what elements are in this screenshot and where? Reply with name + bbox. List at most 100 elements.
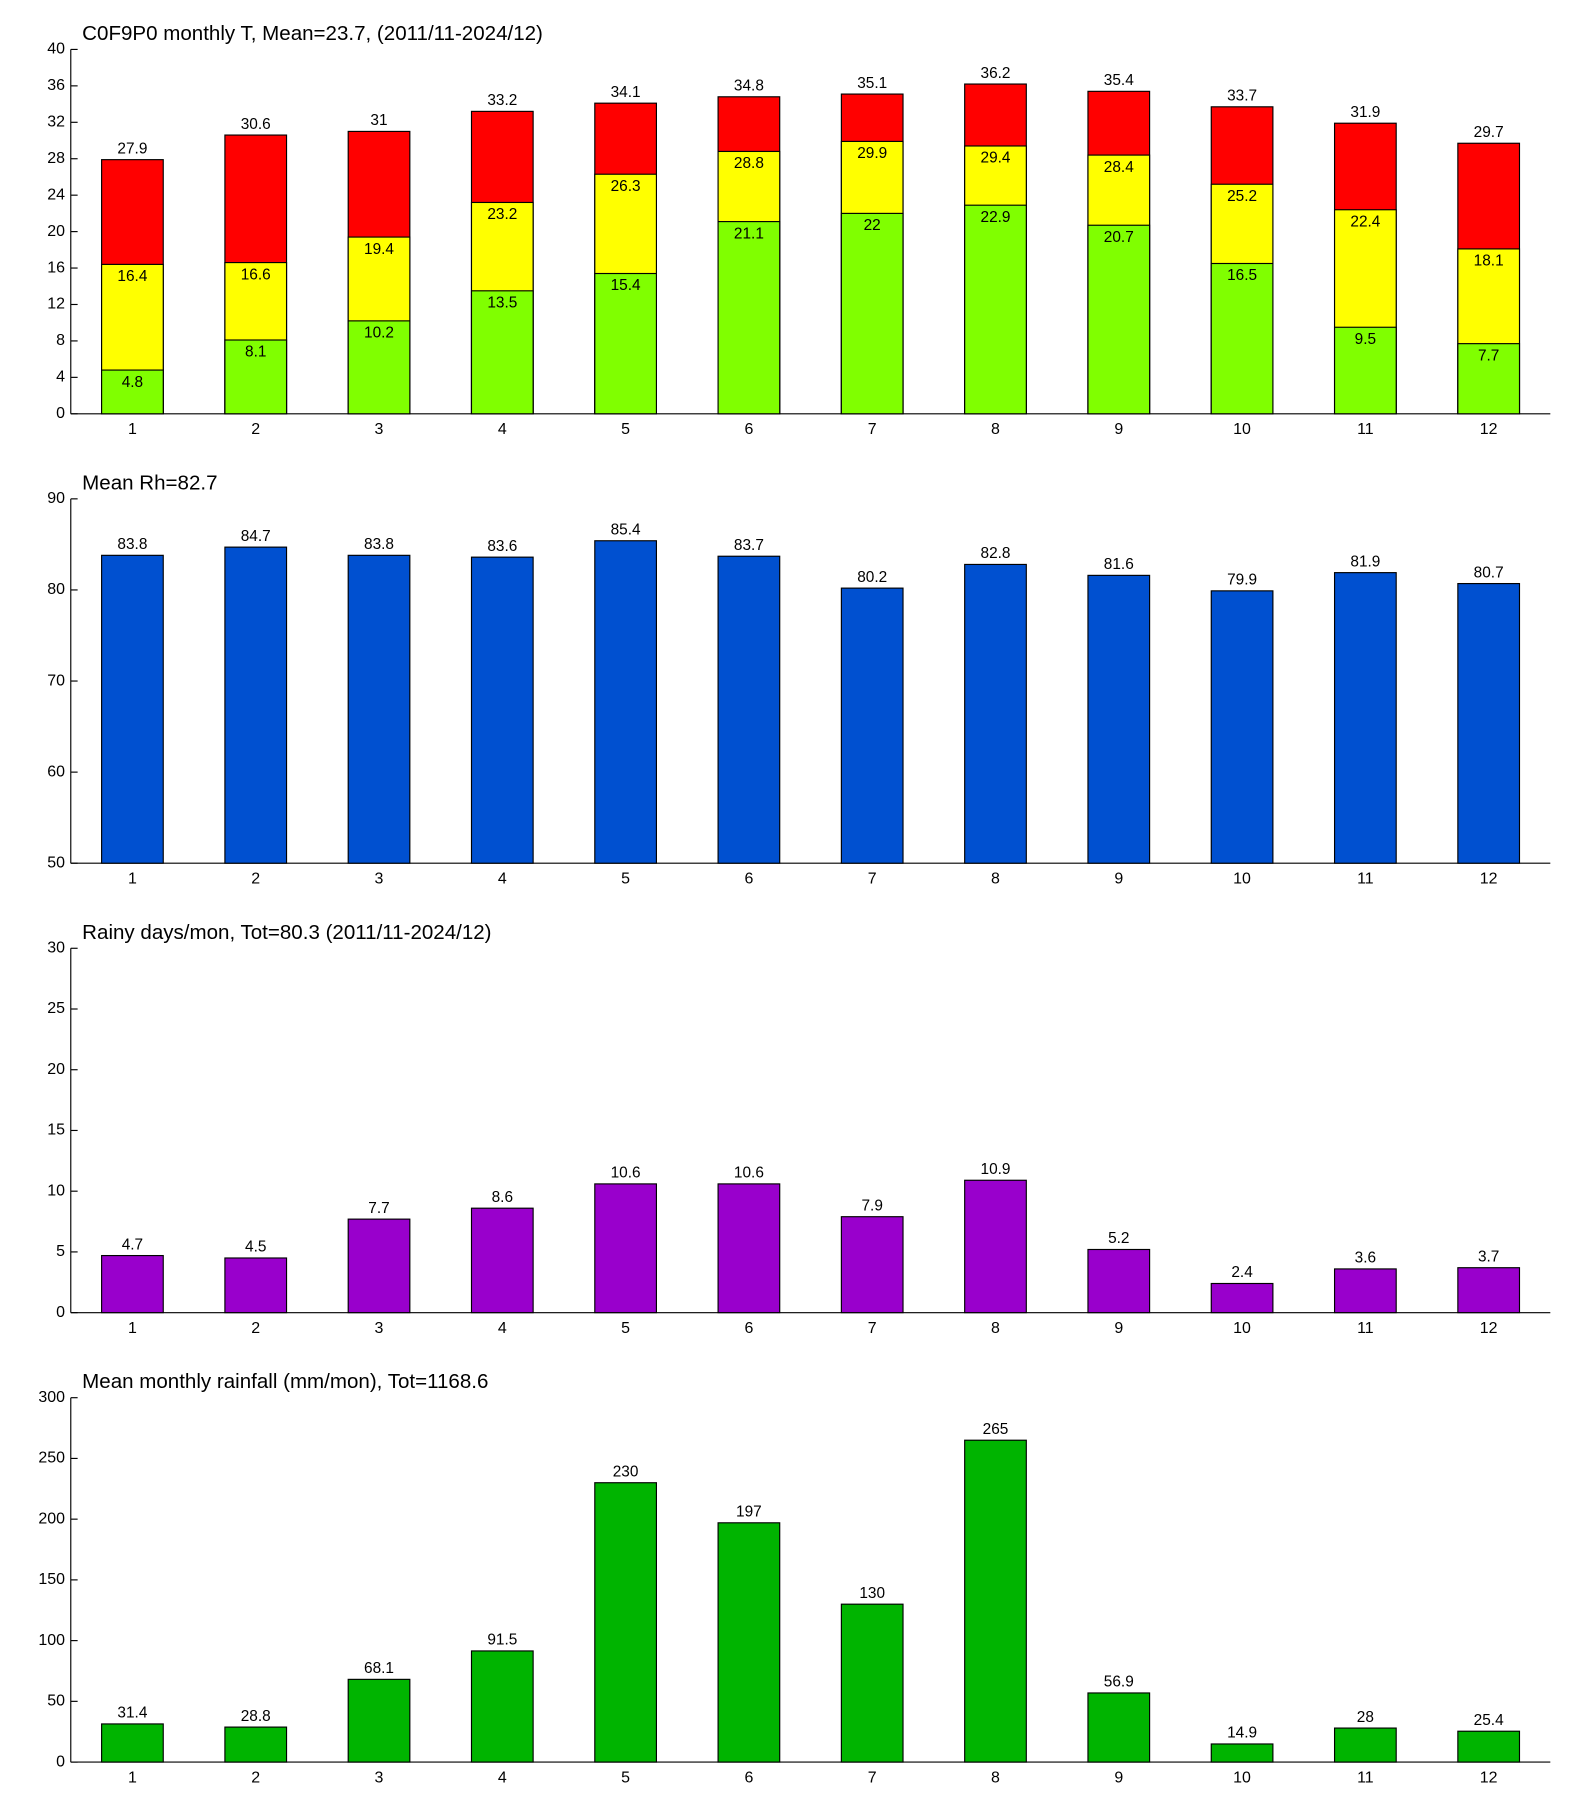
y-tick-label: 60 bbox=[47, 762, 65, 780]
x-tick-label: 5 bbox=[621, 1768, 630, 1786]
bar bbox=[1087, 1692, 1151, 1763]
value-label: 36.2 bbox=[981, 65, 1011, 82]
value-label: 31.4 bbox=[117, 1705, 147, 1722]
x-tick-label: 6 bbox=[744, 420, 753, 438]
y-tick-label: 300 bbox=[38, 1388, 65, 1406]
value-label: 16.4 bbox=[117, 268, 147, 285]
y-tick-label: 0 bbox=[56, 1303, 65, 1321]
bar bbox=[101, 369, 164, 415]
value-label: 68.1 bbox=[364, 1660, 394, 1677]
value-label: 34.1 bbox=[611, 84, 641, 101]
value-label: 33.2 bbox=[487, 92, 517, 109]
bar bbox=[101, 1254, 164, 1314]
value-label: 80.7 bbox=[1474, 564, 1504, 581]
bar bbox=[1333, 572, 1397, 864]
x-tick-label: 1 bbox=[128, 1319, 137, 1337]
value-label: 7.7 bbox=[368, 1200, 389, 1217]
bar bbox=[1457, 1267, 1521, 1314]
bar bbox=[1210, 590, 1274, 864]
y-tick-label: 15 bbox=[47, 1121, 65, 1139]
x-tick-label: 1 bbox=[128, 420, 137, 438]
y-tick-label: 36 bbox=[47, 76, 65, 94]
value-label: 83.6 bbox=[487, 538, 517, 555]
value-label: 29.9 bbox=[857, 145, 887, 162]
y-tick-label: 40 bbox=[47, 40, 65, 58]
value-label: 8.1 bbox=[245, 344, 266, 361]
bar bbox=[594, 1183, 658, 1314]
y-tick-label: 90 bbox=[47, 489, 65, 507]
bar bbox=[717, 1183, 781, 1314]
y-tick-label: 25 bbox=[47, 999, 65, 1017]
value-label: 130 bbox=[859, 1585, 885, 1602]
x-tick-label: 4 bbox=[498, 420, 507, 438]
value-label: 10.9 bbox=[981, 1161, 1011, 1178]
bar bbox=[964, 204, 1027, 415]
y-tick-label: 5 bbox=[56, 1242, 65, 1260]
x-tick-label: 1 bbox=[128, 1768, 137, 1786]
bar bbox=[1210, 262, 1274, 415]
value-label: 25.2 bbox=[1227, 188, 1257, 205]
y-tick-label: 8 bbox=[56, 331, 65, 349]
x-tick-label: 3 bbox=[375, 870, 384, 888]
x-tick-label: 12 bbox=[1480, 420, 1498, 438]
x-tick-label: 6 bbox=[744, 870, 753, 888]
x-tick-label: 3 bbox=[375, 420, 384, 438]
bar bbox=[347, 554, 411, 864]
bar bbox=[840, 1216, 904, 1314]
bar bbox=[1210, 1282, 1274, 1314]
x-tick-label: 11 bbox=[1357, 1768, 1374, 1786]
y-tick-label: 10 bbox=[47, 1181, 65, 1199]
value-label: 35.1 bbox=[857, 75, 887, 92]
bar bbox=[224, 339, 288, 415]
value-label: 83.7 bbox=[734, 537, 764, 554]
value-label: 4.5 bbox=[245, 1239, 266, 1256]
value-label: 20.7 bbox=[1104, 229, 1134, 246]
x-tick-label: 4 bbox=[498, 1768, 507, 1786]
x-tick-label: 9 bbox=[1114, 870, 1123, 888]
bar bbox=[1333, 1268, 1397, 1314]
value-label: 19.4 bbox=[364, 241, 394, 258]
bar bbox=[224, 1257, 288, 1314]
value-label: 16.6 bbox=[241, 266, 271, 283]
value-label: 29.4 bbox=[981, 150, 1011, 167]
bar bbox=[964, 1439, 1027, 1763]
y-tick-label: 28 bbox=[47, 149, 65, 167]
value-label: 29.7 bbox=[1474, 124, 1504, 141]
y-tick-label: 100 bbox=[38, 1631, 65, 1649]
x-tick-label: 12 bbox=[1480, 1768, 1498, 1786]
y-tick-label: 70 bbox=[47, 671, 65, 689]
x-tick-label: 4 bbox=[498, 1319, 507, 1337]
value-label: 265 bbox=[983, 1421, 1009, 1438]
y-tick-label: 16 bbox=[47, 258, 65, 276]
x-tick-label: 5 bbox=[621, 420, 630, 438]
value-label: 28.8 bbox=[734, 155, 764, 172]
bar bbox=[470, 290, 534, 415]
bar bbox=[347, 1218, 411, 1314]
bar bbox=[1087, 224, 1151, 415]
value-label: 3.6 bbox=[1355, 1250, 1376, 1267]
value-label: 10.2 bbox=[364, 325, 394, 342]
value-label: 23.2 bbox=[487, 206, 517, 223]
x-tick-label: 7 bbox=[868, 870, 877, 888]
value-label: 27.9 bbox=[117, 140, 147, 157]
value-label: 81.9 bbox=[1350, 553, 1380, 570]
y-tick-label: 12 bbox=[47, 295, 65, 313]
x-tick-label: 4 bbox=[498, 870, 507, 888]
x-tick-label: 2 bbox=[251, 1319, 260, 1337]
bar bbox=[840, 1603, 904, 1763]
x-tick-label: 10 bbox=[1233, 1319, 1251, 1337]
y-tick-label: 200 bbox=[38, 1509, 65, 1527]
bar bbox=[1333, 326, 1397, 415]
value-label: 84.7 bbox=[241, 528, 271, 545]
bar bbox=[964, 1179, 1027, 1314]
y-tick-label: 150 bbox=[38, 1570, 65, 1588]
y-tick-label: 20 bbox=[47, 222, 65, 240]
value-label: 197 bbox=[736, 1504, 762, 1521]
bar bbox=[1087, 574, 1151, 864]
value-label: 34.8 bbox=[734, 77, 764, 94]
value-label: 80.2 bbox=[857, 569, 887, 586]
value-label: 83.8 bbox=[364, 536, 394, 553]
bar bbox=[840, 212, 904, 415]
y-tick-label: 50 bbox=[47, 1692, 65, 1710]
x-tick-label: 8 bbox=[991, 420, 1000, 438]
